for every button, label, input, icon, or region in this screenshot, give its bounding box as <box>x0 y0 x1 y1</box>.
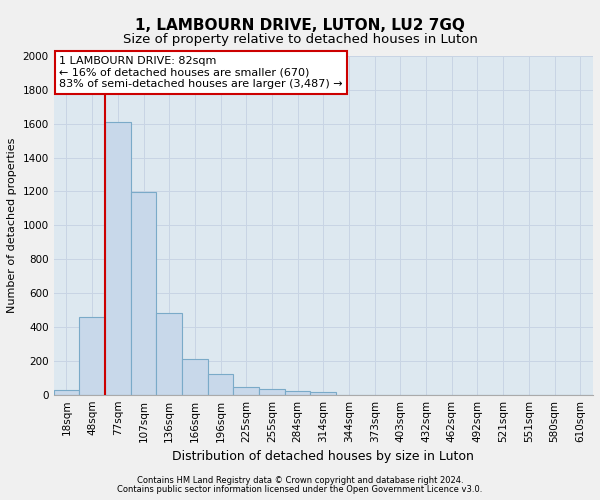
Bar <box>208 374 233 394</box>
Bar <box>131 192 157 394</box>
Text: Contains HM Land Registry data © Crown copyright and database right 2024.: Contains HM Land Registry data © Crown c… <box>137 476 463 485</box>
Bar <box>285 391 310 394</box>
Bar <box>105 122 131 394</box>
Bar <box>233 387 259 394</box>
Text: Contains public sector information licensed under the Open Government Licence v3: Contains public sector information licen… <box>118 485 482 494</box>
Bar <box>79 317 105 394</box>
Text: 1, LAMBOURN DRIVE, LUTON, LU2 7GQ: 1, LAMBOURN DRIVE, LUTON, LU2 7GQ <box>135 18 465 32</box>
Bar <box>310 392 336 394</box>
Text: 1 LAMBOURN DRIVE: 82sqm
← 16% of detached houses are smaller (670)
83% of semi-d: 1 LAMBOURN DRIVE: 82sqm ← 16% of detache… <box>59 56 343 89</box>
Bar <box>157 314 182 394</box>
Y-axis label: Number of detached properties: Number of detached properties <box>7 138 17 313</box>
Text: Size of property relative to detached houses in Luton: Size of property relative to detached ho… <box>122 32 478 46</box>
Bar <box>259 389 285 394</box>
X-axis label: Distribution of detached houses by size in Luton: Distribution of detached houses by size … <box>172 450 474 463</box>
Bar <box>182 359 208 394</box>
Bar <box>53 390 79 394</box>
